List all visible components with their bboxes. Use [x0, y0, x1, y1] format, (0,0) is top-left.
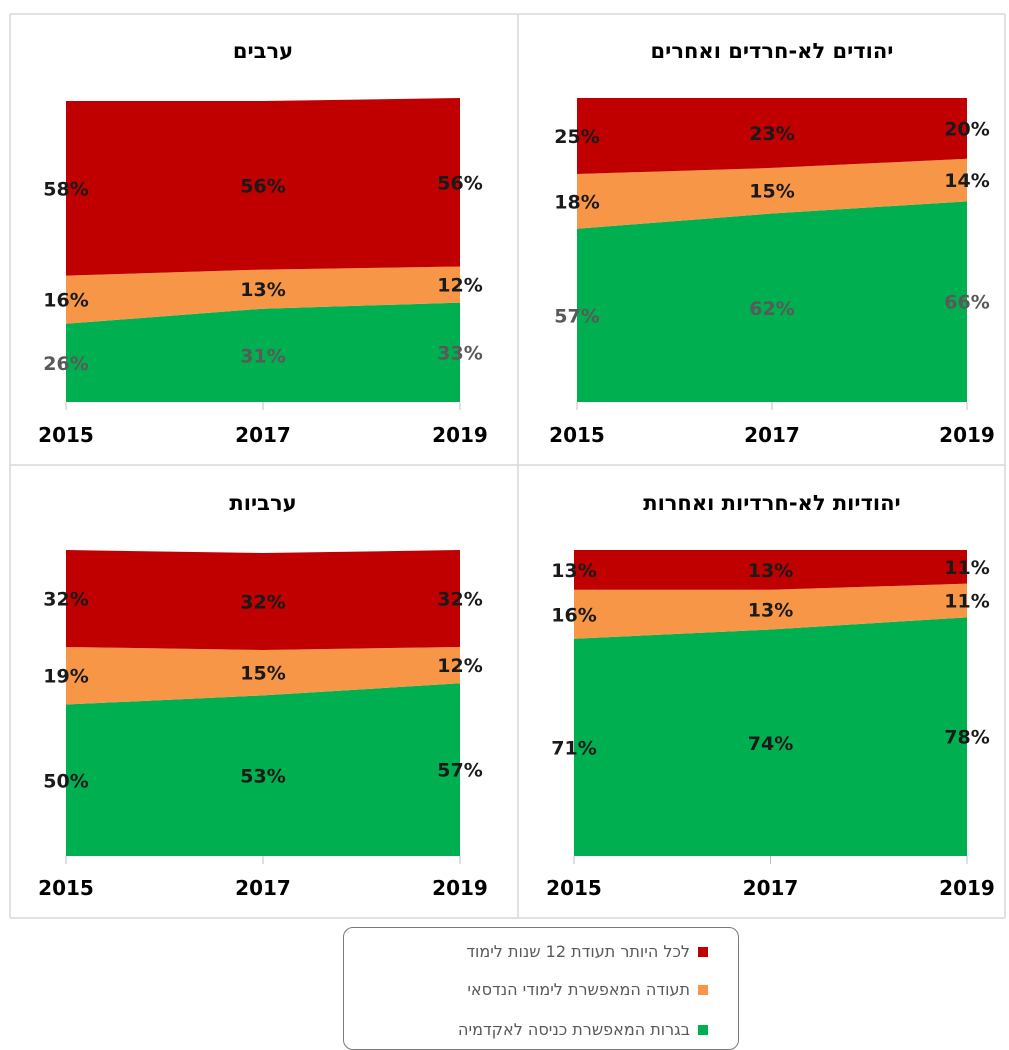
- area-series-1: [66, 266, 460, 324]
- data-label: 23%: [749, 123, 794, 145]
- legend: לכל היותר תעודת 12 שנות לימוד תעודה המאפ…: [343, 927, 739, 1050]
- legend-item-academic-matriculation: בגרות המאפשרת כניסה לאקדמיה: [458, 1020, 708, 1039]
- area-series-1: [577, 158, 967, 229]
- x-tick-label: 2015: [38, 423, 94, 447]
- data-label: 18%: [554, 191, 599, 213]
- x-tick-label: 2017: [235, 423, 291, 447]
- data-label: 13%: [240, 279, 285, 301]
- x-tick-label: 2019: [432, 423, 488, 447]
- x-tick-label: 2015: [38, 876, 94, 900]
- legend-label: לכל היותר תעודת 12 שנות לימוד: [466, 942, 690, 961]
- x-tick-label: 2019: [939, 423, 995, 447]
- data-label: 33%: [437, 342, 482, 364]
- data-label: 13%: [748, 560, 793, 582]
- x-tick-label: 2015: [546, 876, 602, 900]
- data-label: 12%: [437, 655, 482, 677]
- data-label: 66%: [944, 292, 989, 314]
- data-label: 11%: [944, 590, 989, 612]
- area-series-0: [577, 201, 967, 402]
- data-label: 50%: [43, 770, 88, 792]
- legend-label: בגרות המאפשרת כניסה לאקדמיה: [458, 1020, 690, 1039]
- data-label: 58%: [43, 178, 88, 200]
- chart-title: ערביות: [229, 491, 296, 515]
- area-series-1: [574, 583, 967, 639]
- data-label: 32%: [43, 588, 88, 610]
- data-label: 56%: [437, 172, 482, 194]
- data-label: 56%: [240, 175, 285, 197]
- x-tick-label: 2019: [432, 876, 488, 900]
- legend-item-technician-certificate: תעודה המאפשרת לימודי הנדסאי: [467, 980, 708, 999]
- data-label: 12%: [437, 275, 482, 297]
- x-tick-label: 2019: [939, 876, 995, 900]
- data-label: 13%: [748, 600, 793, 622]
- x-tick-label: 2015: [549, 423, 605, 447]
- chart-title: יהודים לא-חרדים ואחרים: [651, 39, 894, 63]
- data-label: 57%: [554, 305, 599, 327]
- area-series-0: [574, 617, 967, 856]
- chart-title: ערבים: [233, 39, 293, 63]
- data-label: 20%: [944, 118, 989, 140]
- data-label: 15%: [240, 663, 285, 685]
- data-label: 62%: [749, 298, 794, 320]
- charts-grid: יהודים לא-חרדים ואחרים 2015 2017 2019 57% 62%…: [9, 13, 1006, 919]
- data-label: 26%: [43, 353, 88, 375]
- x-tick-label: 2017: [235, 876, 291, 900]
- data-label: 31%: [240, 345, 285, 367]
- legend-item-basic-certificate: לכל היותר תעודת 12 שנות לימוד: [466, 942, 708, 961]
- area-series-1: [66, 646, 460, 705]
- orange-square-icon: [698, 984, 708, 995]
- area-series-2: [66, 550, 460, 650]
- data-label: 53%: [240, 766, 285, 788]
- legend-label: תעודה המאפשרת לימודי הנדסאי: [467, 980, 690, 999]
- data-label: 25%: [554, 126, 599, 148]
- area-series-2: [574, 550, 967, 590]
- x-tick-label: 2017: [744, 423, 800, 447]
- area-series-2: [577, 98, 967, 174]
- data-label: 71%: [551, 737, 596, 759]
- area-series-0: [66, 302, 460, 402]
- data-label: 11%: [944, 557, 989, 579]
- x-tick-label: 2017: [743, 876, 799, 900]
- data-label: 32%: [240, 592, 285, 614]
- data-label: 19%: [43, 666, 88, 688]
- area-series-0: [66, 683, 460, 856]
- data-label: 13%: [551, 560, 596, 582]
- chart-title: יהודיות לא-חרדיות ואחרות: [643, 491, 901, 515]
- data-label: 15%: [749, 181, 794, 203]
- data-label: 57%: [437, 760, 482, 782]
- data-label: 14%: [944, 170, 989, 192]
- data-label: 16%: [551, 604, 596, 626]
- green-square-icon: [698, 1024, 708, 1035]
- data-label: 32%: [437, 588, 482, 610]
- data-label: 74%: [748, 733, 793, 755]
- data-label: 16%: [43, 290, 88, 312]
- data-label: 78%: [944, 727, 989, 749]
- red-square-icon: [698, 946, 708, 957]
- area-series-2: [66, 98, 460, 276]
